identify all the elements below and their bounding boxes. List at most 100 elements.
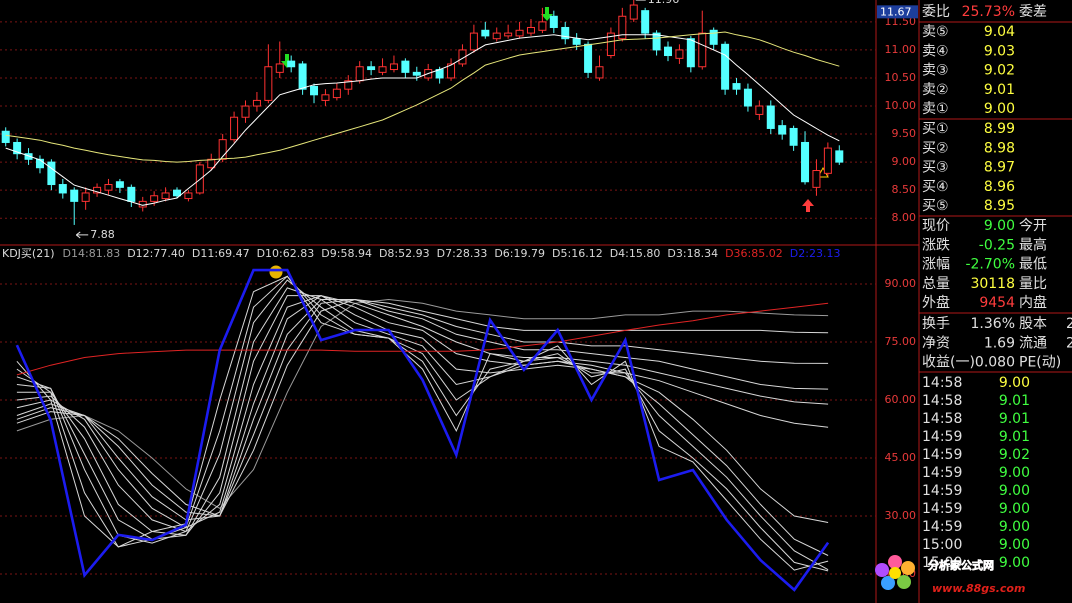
legend-name: D3:	[667, 247, 686, 260]
candle-body	[47, 161, 56, 186]
legend-value: 52.93	[398, 247, 430, 260]
y-tick-label: 8.50	[892, 183, 917, 196]
quote-text: 9454	[979, 295, 1015, 311]
legend-entry: D11:69.47	[192, 247, 250, 260]
candle-body	[823, 147, 832, 174]
candle-body	[81, 192, 90, 202]
quote-text: 委比	[922, 4, 950, 20]
quote-text: 9.01	[984, 82, 1015, 98]
quote-text: 收益(一)	[922, 355, 975, 371]
quote-text: 买⑤	[922, 198, 949, 214]
quote-text: 9.00	[999, 501, 1030, 517]
candle-body	[755, 105, 764, 115]
quote-text: 量比	[1019, 276, 1047, 292]
quote-text: 涨幅	[922, 257, 950, 273]
candle-body	[481, 29, 490, 37]
y-tick-label: 9.00	[892, 155, 917, 168]
candle-body	[24, 153, 33, 160]
candle-body	[469, 32, 478, 51]
legend-entry: D12:77.40	[127, 247, 185, 260]
quote-text: 卖②	[922, 82, 949, 98]
candle-body	[93, 186, 102, 194]
indicator-title: KDJ买(21)	[2, 247, 55, 260]
face-icon	[269, 265, 283, 279]
candle-body	[549, 15, 558, 28]
candle-body	[58, 184, 67, 194]
legend-value: 69.47	[218, 247, 250, 260]
candle-body	[321, 94, 330, 101]
candle-body	[698, 32, 707, 68]
quote-text: 买②	[922, 140, 949, 156]
candle-body	[789, 127, 798, 146]
candle-body	[812, 170, 821, 188]
quote-text: 14:59	[922, 447, 962, 463]
legend-name: D9:	[321, 247, 340, 260]
quote-text: 0.080	[975, 355, 1015, 371]
legend-name: D4:	[610, 247, 629, 260]
quote-text: 卖①	[922, 101, 949, 117]
quote-text: 9.03	[984, 43, 1015, 59]
candle-body	[355, 66, 364, 82]
quote-text: 14:58	[922, 375, 962, 391]
candle-body	[835, 150, 844, 163]
candle-body	[310, 85, 319, 96]
quote-text: 9.01	[999, 393, 1030, 409]
candle-body	[252, 99, 261, 107]
legend-value: 18.34	[687, 247, 719, 260]
candle-body	[389, 63, 398, 71]
candle-body	[332, 88, 341, 99]
legend-value: 81.83	[89, 247, 121, 260]
quote-text: 14:58	[922, 411, 962, 427]
y-tick-label: 10.00	[885, 99, 917, 112]
indicator-line	[16, 279, 829, 571]
candle-body	[504, 32, 513, 37]
candle-body	[686, 38, 695, 68]
legend-value: 85.02	[751, 247, 783, 260]
candle-body	[150, 195, 159, 202]
candle-body	[629, 4, 638, 20]
candle-body	[184, 192, 193, 200]
legend-name: D6:	[494, 247, 513, 260]
candle-body	[675, 49, 684, 59]
candle-body	[801, 141, 810, 183]
candle-body	[561, 26, 570, 40]
legend-entry: D7:28.33	[437, 247, 488, 260]
quote-text: 25.73%	[962, 4, 1015, 20]
candle-body	[161, 192, 170, 200]
quote-text: 9.01	[999, 411, 1030, 427]
quote-text: 8.98	[984, 140, 1015, 156]
candle-body	[584, 43, 593, 73]
quote-text: 卖④	[922, 43, 949, 59]
legend-entry: D2:23.13	[790, 247, 841, 260]
candle-body	[218, 139, 227, 160]
logo-url: www.88gs.com	[932, 582, 1025, 595]
quote-text: 外盘	[922, 294, 950, 311]
candle-body	[721, 43, 730, 90]
candle-body	[595, 66, 604, 79]
legend-entry: D8:52.93	[379, 247, 430, 260]
candle-body	[230, 116, 239, 141]
logo	[875, 555, 915, 590]
candle-body	[709, 29, 718, 45]
quote-text: 30118	[970, 276, 1015, 292]
quote-text: 1.36%	[971, 316, 1015, 332]
quote-text: 9.01	[999, 429, 1030, 445]
legend-name: D14:	[63, 247, 89, 260]
candle-body	[538, 21, 547, 31]
quote-text: 卖⑤	[922, 24, 949, 40]
candle-body	[618, 15, 627, 40]
indicator-line	[15, 268, 830, 592]
legend-value: 58.94	[340, 247, 372, 260]
quote-text: 最低	[1019, 257, 1047, 273]
quote-text: 流通	[1019, 335, 1047, 351]
legend-name: D10:	[257, 247, 283, 260]
quote-text: 9.00	[999, 555, 1030, 571]
quote-text: 9.00	[999, 375, 1030, 391]
candle-body	[641, 10, 650, 34]
legend-entry: D4:15.80	[610, 247, 661, 260]
legend-name: D36:	[725, 247, 751, 260]
candle-body	[732, 83, 741, 90]
